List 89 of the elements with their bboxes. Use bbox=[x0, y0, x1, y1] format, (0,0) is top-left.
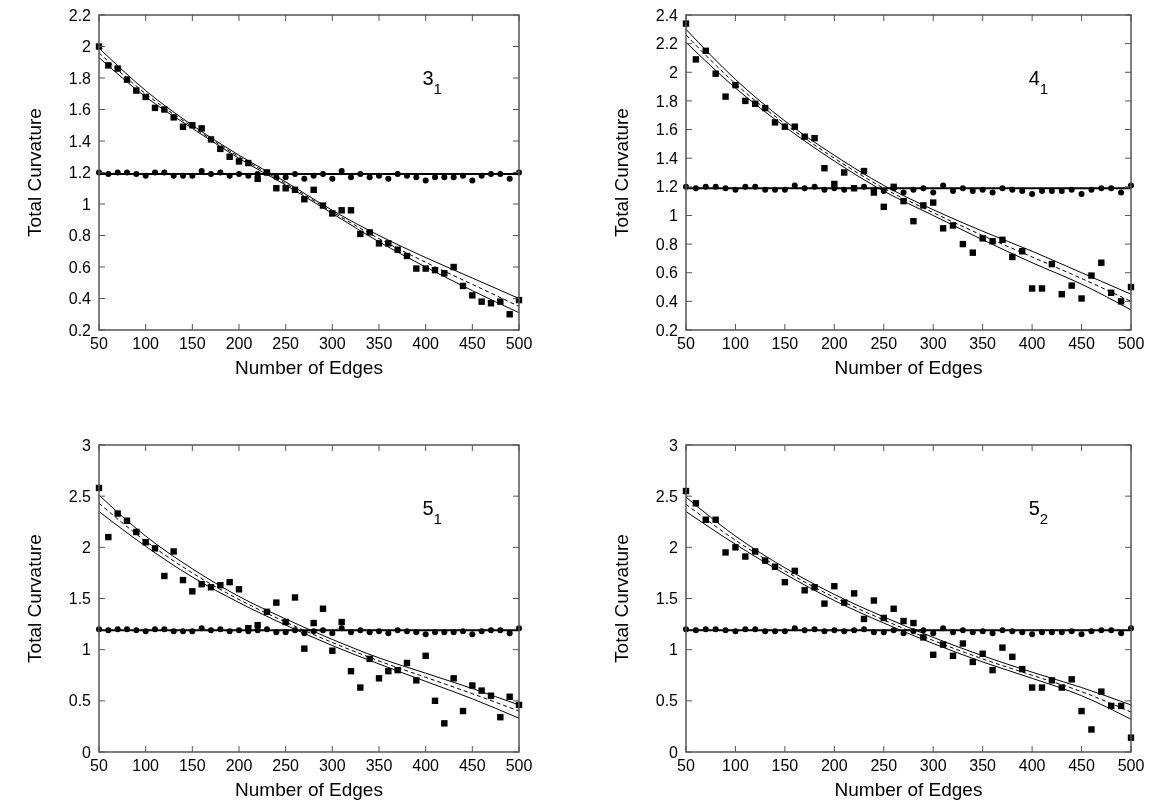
y-tick-label: 2 bbox=[669, 538, 679, 556]
y-axis-title: Total Curvature bbox=[24, 534, 45, 663]
y-tick-label: 0 bbox=[669, 743, 679, 761]
x-tick-label: 50 bbox=[90, 757, 108, 774]
y-tick-label: 3 bbox=[82, 436, 92, 454]
x-tick-label: 250 bbox=[272, 757, 300, 774]
y-tick-label: 2.2 bbox=[68, 6, 92, 24]
x-tick-label: 200 bbox=[225, 335, 253, 352]
y-tick-label: 0 bbox=[82, 743, 92, 761]
x-tick-label: 250 bbox=[272, 335, 300, 352]
y-tick-label: 1.6 bbox=[655, 121, 679, 139]
x-tick-label: 200 bbox=[225, 757, 253, 774]
y-tick-label: 0.6 bbox=[655, 264, 679, 282]
y-axis-title: Total Curvature bbox=[24, 108, 45, 237]
x-tick-label: 50 bbox=[90, 335, 108, 352]
y-tick-label: 0.8 bbox=[68, 227, 92, 245]
x-tick-label: 350 bbox=[969, 757, 997, 774]
x-tick-label: 200 bbox=[820, 335, 848, 352]
y-tick-label: 2 bbox=[82, 38, 92, 56]
y-tick-label: 1.4 bbox=[68, 132, 92, 150]
x-tick-label: 500 bbox=[505, 335, 533, 352]
x-tick-label: 100 bbox=[722, 757, 749, 774]
y-tick-label: 0.4 bbox=[655, 292, 679, 310]
x-tick-label: 350 bbox=[365, 335, 393, 352]
x-tick-label: 400 bbox=[412, 757, 440, 774]
y-tick-label: 2.2 bbox=[655, 35, 679, 53]
y-tick-label: 2 bbox=[82, 538, 92, 556]
y-axis-title: Total Curvature bbox=[611, 108, 632, 237]
x-tick-label: 300 bbox=[919, 757, 947, 774]
x-tick-label: 50 bbox=[677, 757, 695, 774]
annotation: 5$_{2}$ bbox=[1028, 497, 1049, 527]
y-tick-label: 1 bbox=[82, 195, 92, 213]
y-tick-label: 1 bbox=[669, 207, 679, 225]
x-tick-label: 150 bbox=[178, 335, 206, 352]
x-tick-label: 150 bbox=[771, 335, 799, 352]
x-tick-label: 450 bbox=[458, 757, 486, 774]
x-tick-label: 250 bbox=[870, 757, 898, 774]
y-tick-label: 0.2 bbox=[68, 321, 92, 339]
x-axis-title: Number of Edges bbox=[834, 357, 983, 378]
y-tick-label: 1.2 bbox=[655, 178, 679, 196]
y-tick-label: 3 bbox=[669, 436, 679, 454]
x-tick-label: 450 bbox=[458, 335, 486, 352]
y-tick-label: 1.6 bbox=[68, 101, 92, 119]
y-tick-label: 1.8 bbox=[655, 92, 679, 110]
y-tick-label: 0.6 bbox=[68, 258, 92, 276]
x-tick-label: 250 bbox=[870, 335, 898, 352]
y-tick-label: 0.5 bbox=[655, 692, 679, 710]
y-axis-title: Total Curvature bbox=[611, 534, 632, 663]
x-tick-label: 300 bbox=[318, 757, 346, 774]
x-axis-title: Number of Edges bbox=[235, 779, 383, 800]
x-tick-label: 300 bbox=[919, 335, 947, 352]
x-tick-label: 350 bbox=[969, 335, 997, 352]
x-tick-label: 450 bbox=[1068, 757, 1095, 774]
x-tick-label: 400 bbox=[412, 335, 440, 352]
x-tick-label: 150 bbox=[771, 757, 799, 774]
y-tick-label: 1.5 bbox=[655, 590, 679, 608]
y-tick-label: 2.4 bbox=[655, 6, 679, 24]
x-tick-label: 150 bbox=[178, 757, 206, 774]
x-tick-label: 100 bbox=[132, 757, 160, 774]
x-tick-label: 400 bbox=[1018, 335, 1046, 352]
x-tick-label: 350 bbox=[365, 757, 393, 774]
x-tick-label: 400 bbox=[1018, 757, 1046, 774]
y-tick-label: 0.4 bbox=[68, 290, 92, 308]
y-tick-label: 2.5 bbox=[68, 487, 92, 505]
x-tick-label: 500 bbox=[1117, 757, 1145, 774]
y-tick-label: 0.5 bbox=[68, 692, 92, 710]
y-tick-label: 0.8 bbox=[655, 235, 679, 253]
y-tick-label: 1 bbox=[669, 641, 679, 659]
x-tick-label: 500 bbox=[1117, 335, 1145, 352]
y-tick-label: 1.8 bbox=[68, 69, 92, 87]
annotation: 4$_{1}$ bbox=[1028, 67, 1049, 97]
x-tick-label: 300 bbox=[318, 335, 346, 352]
annotation: 5$_{1}$ bbox=[422, 497, 442, 527]
x-axis-title: Number of Edges bbox=[834, 779, 983, 800]
y-tick-label: 1 bbox=[82, 641, 92, 659]
x-axis-title: Number of Edges bbox=[235, 357, 383, 378]
y-tick-label: 1.4 bbox=[655, 149, 679, 167]
y-tick-label: 2.5 bbox=[655, 487, 679, 505]
x-tick-label: 50 bbox=[677, 335, 695, 352]
x-tick-label: 500 bbox=[505, 757, 533, 774]
y-tick-label: 0.2 bbox=[655, 321, 679, 339]
y-tick-label: 2 bbox=[669, 63, 679, 81]
annotation: 3$_{1}$ bbox=[422, 67, 442, 97]
x-tick-label: 200 bbox=[820, 757, 848, 774]
y-tick-label: 1.2 bbox=[68, 164, 92, 182]
y-tick-label: 1.5 bbox=[68, 590, 92, 608]
x-tick-label: 100 bbox=[132, 335, 160, 352]
x-tick-label: 100 bbox=[722, 335, 749, 352]
x-tick-label: 450 bbox=[1068, 335, 1095, 352]
